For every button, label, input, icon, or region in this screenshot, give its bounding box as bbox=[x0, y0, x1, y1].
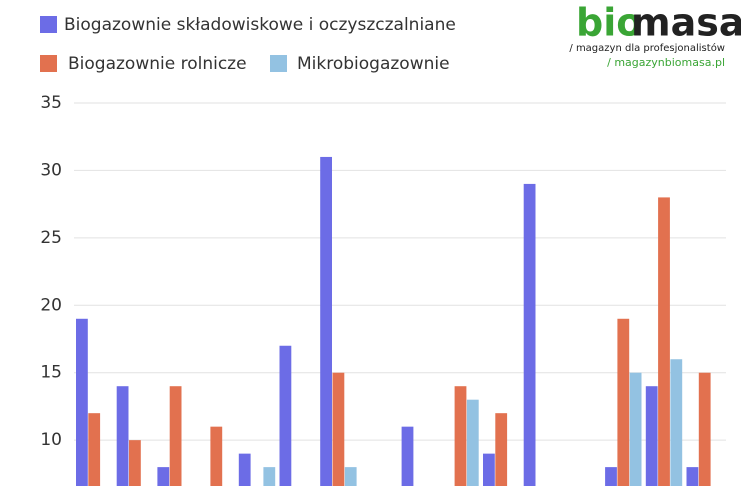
legend-swatch bbox=[270, 55, 287, 72]
bar bbox=[605, 467, 617, 486]
bar bbox=[466, 399, 479, 486]
bar bbox=[617, 318, 630, 486]
bar bbox=[210, 426, 223, 486]
bar bbox=[320, 156, 332, 486]
bar bbox=[483, 453, 495, 486]
legend-label: Mikrobiogazownie bbox=[297, 54, 450, 74]
bar bbox=[279, 345, 292, 486]
bar bbox=[332, 372, 345, 486]
y-tick-label: 15 bbox=[40, 363, 62, 383]
bar bbox=[698, 372, 711, 486]
bar bbox=[645, 386, 658, 486]
y-tick-label: 35 bbox=[40, 93, 62, 113]
bar bbox=[88, 413, 101, 486]
bar bbox=[629, 372, 642, 486]
bar bbox=[523, 183, 536, 486]
bar bbox=[495, 413, 508, 486]
bar bbox=[344, 467, 357, 486]
bar bbox=[686, 467, 699, 486]
y-tick-label: 20 bbox=[40, 295, 62, 315]
bar bbox=[238, 453, 251, 486]
logo-bio: bio bbox=[576, 1, 642, 45]
bar bbox=[157, 467, 170, 486]
bar bbox=[76, 318, 88, 486]
y-tick-label: 30 bbox=[40, 160, 62, 180]
bar bbox=[401, 426, 414, 486]
logo-tagline: / magazyn dla profesjonalistów bbox=[569, 42, 725, 54]
bar bbox=[116, 386, 129, 486]
y-tick-label: 25 bbox=[40, 228, 62, 248]
logo-masa: masa bbox=[631, 1, 741, 45]
bar bbox=[263, 467, 276, 486]
logo-url: / magazynbiomasa.pl bbox=[607, 56, 725, 69]
legend-label: Biogazownie rolnicze bbox=[68, 54, 247, 74]
legend-label: Biogazownie składowiskowe i oczyszczalni… bbox=[64, 15, 456, 35]
legend-swatch bbox=[40, 16, 57, 33]
bar bbox=[169, 386, 182, 486]
legend-swatch bbox=[40, 55, 57, 72]
bar bbox=[129, 440, 141, 486]
y-tick-label: 10 bbox=[40, 430, 62, 450]
bar bbox=[454, 386, 467, 486]
bar bbox=[658, 197, 670, 486]
bar bbox=[670, 359, 683, 486]
